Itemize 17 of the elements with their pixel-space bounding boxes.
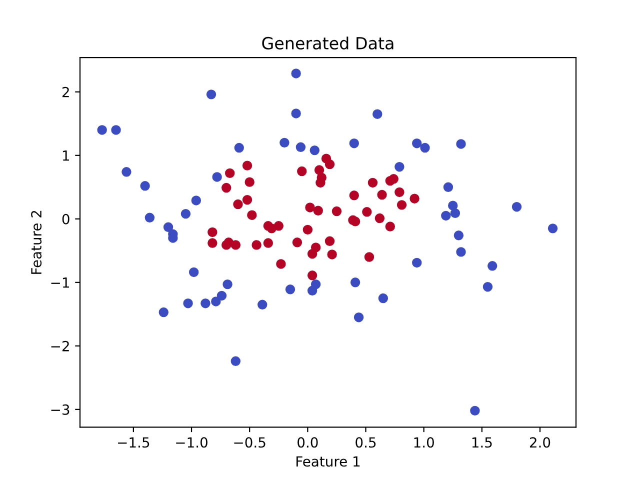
y-tick-label: −3: [51, 404, 70, 415]
chart-title: Generated Data: [262, 36, 394, 50]
x-tick-label: 1.5: [472, 437, 492, 448]
x-tick-label: −1.5: [118, 437, 150, 448]
y-axis-title: Feature 2: [31, 210, 42, 274]
x-tick-label: 1.0: [414, 437, 434, 448]
x-tick-label: 0.0: [298, 437, 318, 448]
x-tick-label: 0.5: [356, 437, 376, 448]
y-tick-label: −1: [51, 278, 69, 288]
x-tick-label: −0.5: [234, 437, 266, 448]
x-tick-label: 2.0: [530, 437, 550, 448]
x-axis-title: Feature 1: [296, 456, 360, 467]
y-tick-label: 0: [62, 214, 70, 224]
y-tick-label: 2: [62, 86, 69, 98]
x-tick-label: −1.0: [176, 437, 208, 448]
y-tick-label: 1: [62, 150, 69, 161]
y-tick-label: −2: [51, 340, 69, 352]
